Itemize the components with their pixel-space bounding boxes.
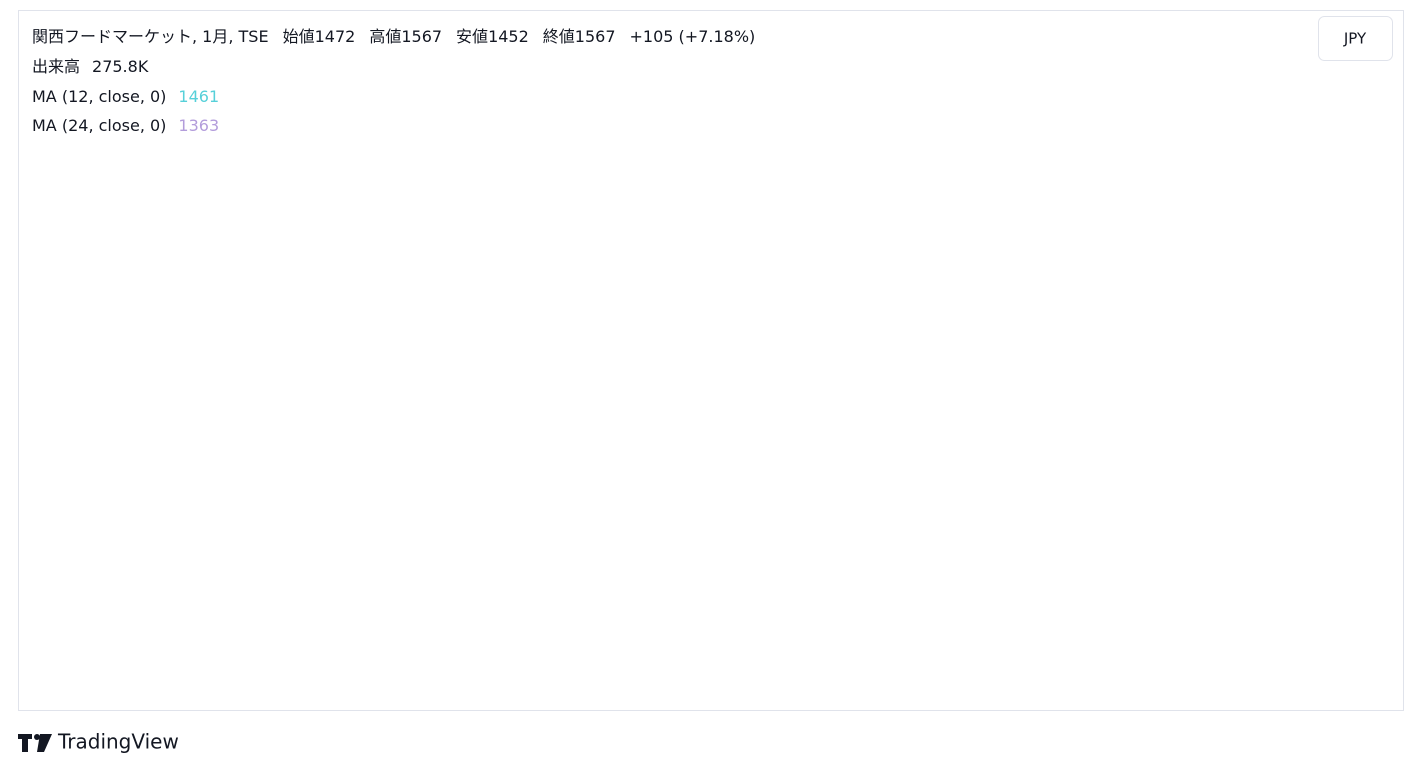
- brand-logo-dot: [34, 734, 40, 740]
- ma-value: 1461: [178, 87, 219, 106]
- ma-value: 1363: [178, 116, 219, 135]
- ma-legend: MA (24, close, 0) 1363: [32, 116, 219, 135]
- ohlc-label: 終値: [543, 27, 575, 46]
- brand-name: TradingView: [57, 730, 179, 754]
- ohlc-value: 1472: [315, 27, 356, 46]
- currency-label[interactable]: JPY: [1343, 30, 1367, 48]
- ma-name: MA (24, close, 0): [32, 116, 166, 135]
- ohlc-value: 1567: [575, 27, 616, 46]
- volume-legend: 出来高 275.8K: [32, 57, 149, 76]
- legend-header: 関西フードマーケット, 1月, TSE 始値1472 高値1567 安値1452 終値1…: [32, 27, 755, 46]
- symbol-title: 関西フードマーケット, 1月, TSE: [32, 27, 269, 46]
- brand-logo: [18, 734, 52, 752]
- currency-button[interactable]: [1318, 16, 1393, 61]
- ma-legend: MA (12, close, 0) 1461: [32, 87, 219, 106]
- change: +105 (+7.18%): [630, 27, 756, 46]
- ohlc-label: 始値: [283, 27, 315, 46]
- ohlc-value: 1452: [488, 27, 529, 46]
- ohlc-label: 安値: [456, 27, 488, 46]
- volume-name: 出来高: [32, 57, 80, 76]
- chart-frame: [18, 10, 1404, 711]
- ohlc-value: 1567: [401, 27, 442, 46]
- ohlc-label: 高値: [369, 27, 401, 46]
- volume-value: 275.8K: [92, 57, 149, 76]
- ma-name: MA (12, close, 0): [32, 87, 166, 106]
